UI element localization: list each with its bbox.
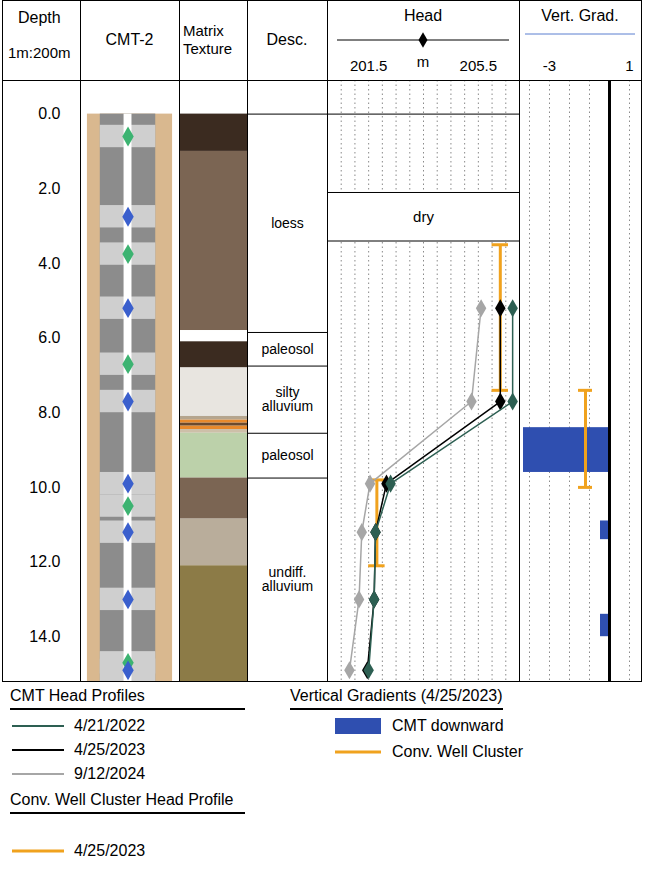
html-text:CMT Head Profiles: CMT Head Profiles (10, 687, 145, 704)
svg-text:8.0: 8.0 (38, 404, 60, 421)
html-text:9/12/2024: 9/12/2024 (74, 765, 146, 782)
html-text:Head: Head (403, 7, 443, 24)
html-text:Desc.: Desc. (266, 31, 308, 48)
svg-text:paleosol: paleosol (261, 341, 313, 357)
svg-text:siltyalluvium: siltyalluvium (262, 384, 313, 414)
svg-text:loess: loess (271, 215, 304, 231)
svg-text:4.0: 4.0 (38, 255, 60, 272)
html-text:4/21/2022: 4/21/2022 (74, 717, 146, 734)
html-text:1m:200m: 1m:200m (8, 44, 71, 61)
html-text:Depth: Depth (18, 9, 61, 26)
html-text:CMT downward: CMT downward (392, 717, 504, 734)
svg-text:14.0: 14.0 (29, 628, 60, 645)
svg-text:0.0: 0.0 (38, 105, 60, 122)
svg-text:201.5: 201.5 (350, 57, 388, 74)
svg-text:6.0: 6.0 (38, 329, 60, 346)
html-text:CMT-2: CMT-2 (105, 31, 154, 48)
svg-text:1: 1 (625, 57, 633, 74)
html-text:Conv. Well Cluster: Conv. Well Cluster (392, 743, 523, 760)
svg-text:paleosol: paleosol (261, 447, 313, 463)
svg-text:dry: dry (413, 208, 434, 225)
html-text:Conv. Well Cluster Head Profil: Conv. Well Cluster Head Profile (10, 791, 234, 808)
svg-text:-3: -3 (543, 57, 556, 74)
html-text:4/25/2023: 4/25/2023 (74, 842, 146, 859)
html-text:m: m (416, 53, 430, 70)
html-text:4/25/2023: 4/25/2023 (74, 741, 146, 758)
svg-text:2.0: 2.0 (38, 180, 60, 197)
svg-text:undiff.alluvium: undiff.alluvium (262, 564, 313, 594)
svg-text:12.0: 12.0 (29, 553, 60, 570)
svg-text:205.5: 205.5 (460, 57, 498, 74)
html-text:Vert. Grad.: Vert. Grad. (541, 7, 619, 24)
html-text:Matrix Texture: Matrix Texture (183, 22, 233, 57)
svg-text:10.0: 10.0 (29, 479, 60, 496)
html-text:Vertical Gradients (4/25/2023): Vertical Gradients (4/25/2023) (290, 687, 503, 704)
